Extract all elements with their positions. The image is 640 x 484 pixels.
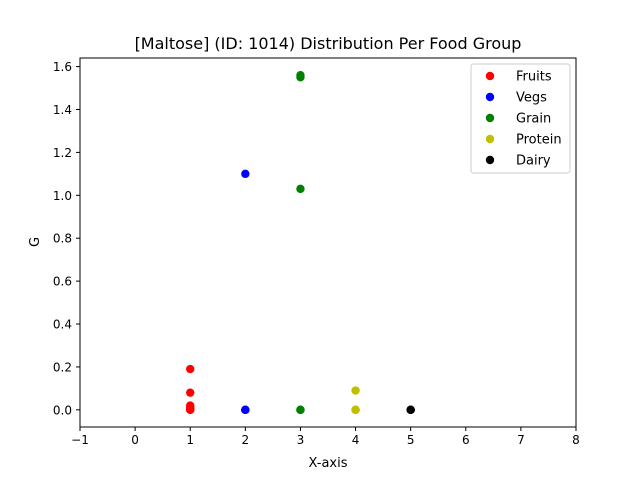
data-point — [186, 364, 195, 374]
y-tick-label: 1.4 — [53, 103, 72, 117]
y-tick-label: 0.6 — [53, 275, 72, 289]
x-tick-label: 3 — [297, 433, 305, 447]
legend-label: Dairy — [516, 154, 551, 169]
x-axis-ticks: −1 0 1 2 3 4 5 6 7 8 — [71, 427, 580, 447]
legend-marker — [485, 134, 495, 144]
plot-area — [79, 57, 577, 428]
legend: Fruits Vegs Grain Protein Dairy — [470, 63, 571, 174]
x-tick-label: 8 — [572, 433, 580, 447]
data-point — [351, 405, 360, 415]
y-tick-label: 1.0 — [53, 189, 72, 203]
chart-title: [Maltose] (ID: 1014) Distribution Per Fo… — [135, 34, 522, 53]
axes-frame — [79, 57, 577, 428]
x-tick-label: 5 — [407, 433, 415, 447]
y-axis-ticks: 0.0 0.2 0.4 0.6 0.8 1.0 1.2 1.4 1.6 — [53, 60, 80, 417]
data-point — [406, 405, 415, 415]
x-tick-label: 2 — [242, 433, 250, 447]
x-tick-label: 1 — [186, 433, 194, 447]
data-point — [186, 388, 195, 397]
data-point — [296, 405, 305, 415]
legend-marker — [485, 71, 495, 81]
legend-marker — [485, 155, 495, 165]
data-point — [186, 405, 195, 415]
y-axis-label: G — [28, 237, 43, 247]
legend-marker — [485, 92, 495, 102]
x-tick-label: 4 — [352, 433, 360, 447]
data-point — [241, 405, 250, 415]
data-point — [241, 169, 250, 179]
y-tick-label: 0.2 — [53, 360, 72, 374]
legend-marker — [485, 113, 495, 123]
legend-label: Vegs — [516, 91, 547, 106]
series-vegs — [241, 169, 250, 415]
series-grain — [296, 70, 305, 415]
legend-label: Grain — [516, 112, 551, 127]
legend-box — [470, 63, 571, 174]
x-tick-label: 7 — [517, 433, 525, 447]
legend-label: Fruits — [516, 70, 552, 85]
legend-label: Protein — [516, 133, 562, 148]
data-point — [296, 73, 305, 82]
x-tick-label: 6 — [462, 433, 470, 447]
y-tick-label: 1.2 — [53, 146, 72, 160]
x-axis-label: X-axis — [309, 456, 348, 471]
x-tick-label: −1 — [71, 433, 89, 447]
data-point — [351, 386, 360, 395]
y-tick-label: 0.4 — [53, 318, 72, 332]
y-tick-label: 0.8 — [53, 232, 72, 246]
y-tick-label: 0.0 — [53, 403, 72, 417]
y-tick-label: 1.6 — [53, 60, 72, 74]
series-protein — [351, 386, 360, 415]
x-tick-label: 0 — [131, 433, 139, 447]
series-dairy — [406, 405, 415, 415]
series-fruits — [186, 364, 195, 415]
data-point — [296, 184, 305, 194]
